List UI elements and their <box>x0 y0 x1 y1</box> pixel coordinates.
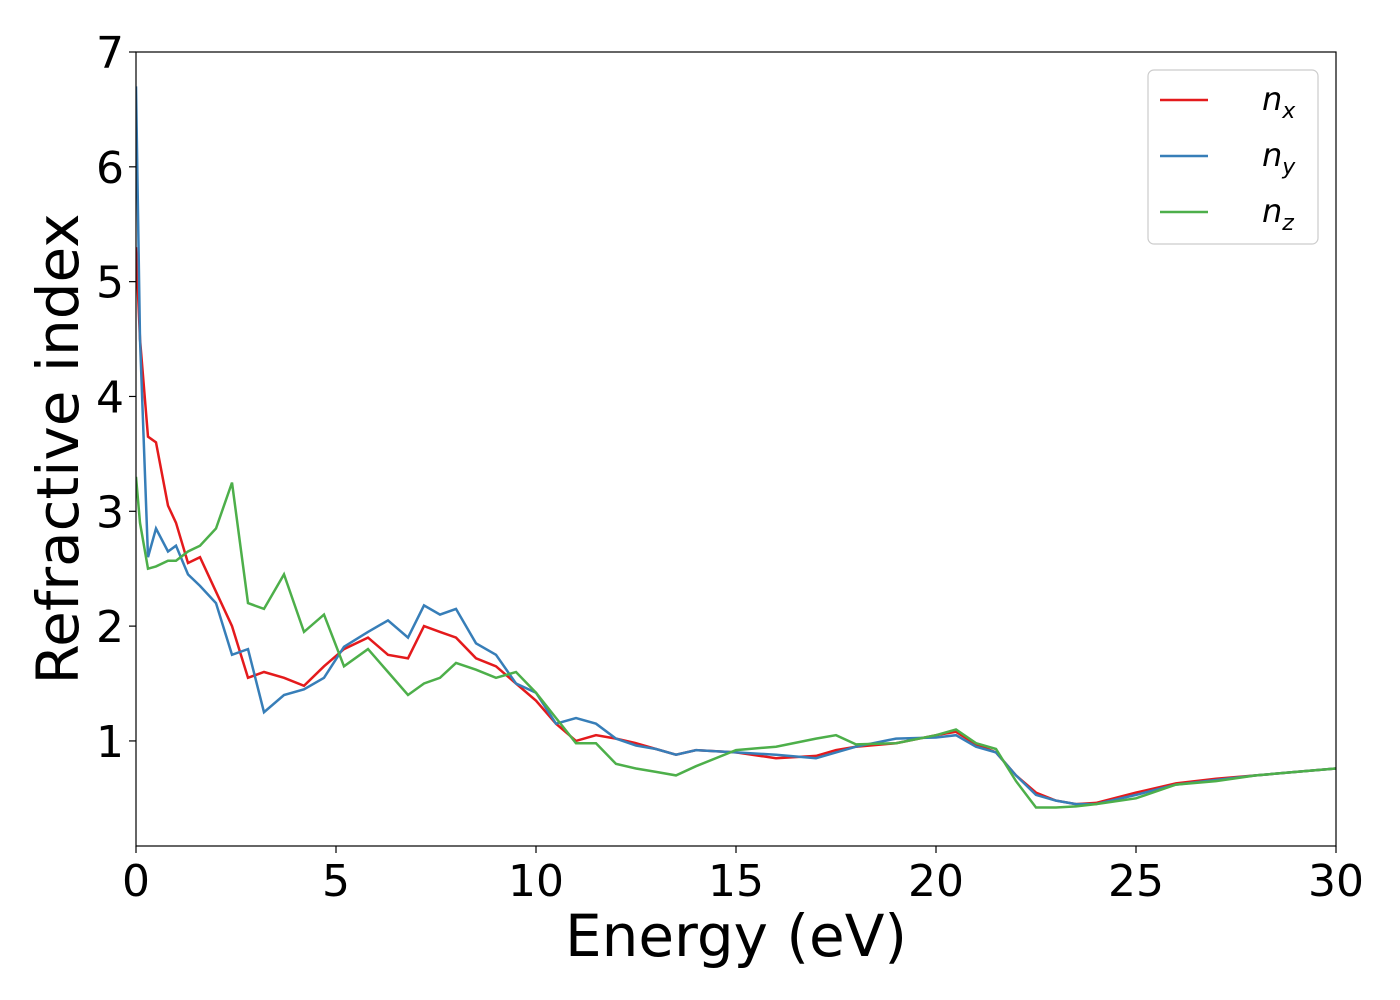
x-tick-label: 25 <box>1108 856 1164 907</box>
legend-label: nz <box>1262 192 1294 236</box>
x-tick-label: 30 <box>1308 856 1364 907</box>
y-tick-label: 7 <box>96 28 124 79</box>
y-tick-label: 2 <box>96 602 124 653</box>
y-axis-label: Refractive index <box>24 213 92 684</box>
x-axis-label: Energy (eV) <box>565 902 907 970</box>
x-tick-label: 0 <box>122 856 150 907</box>
x-tick-label: 5 <box>322 856 350 907</box>
plot-frame <box>135 51 1337 847</box>
series-line <box>136 86 1336 806</box>
y-tick-label: 3 <box>96 487 124 538</box>
legend-box <box>1147 69 1319 245</box>
y-tick-label: 5 <box>96 258 124 309</box>
legend-label: ny <box>1262 136 1296 180</box>
legend-label: nx <box>1262 80 1296 124</box>
x-tick-label: 15 <box>708 856 764 907</box>
series-line <box>136 247 1336 806</box>
x-tick-label: 10 <box>508 856 564 907</box>
series-line <box>136 476 1336 809</box>
y-tick-label: 4 <box>96 372 124 423</box>
x-tick-label: 20 <box>908 856 964 907</box>
y-tick-label: 6 <box>96 143 124 194</box>
y-tick-label: 1 <box>96 717 124 768</box>
